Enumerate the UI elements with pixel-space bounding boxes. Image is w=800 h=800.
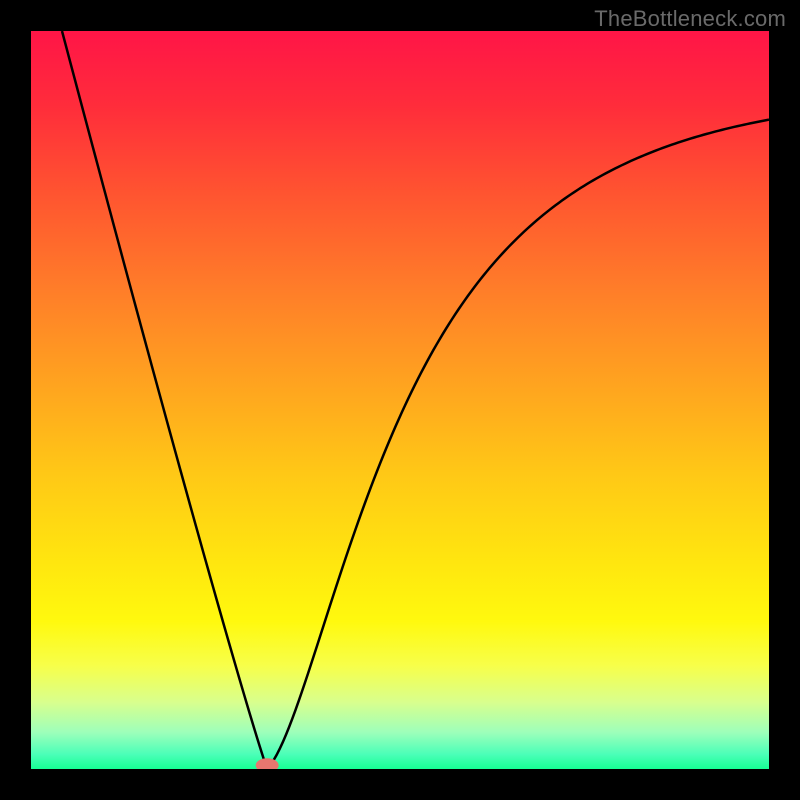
watermark-label: TheBottleneck.com	[594, 6, 786, 32]
bottleneck-chart	[0, 0, 800, 800]
optimal-point-marker	[256, 759, 278, 772]
plot-background	[31, 31, 769, 769]
